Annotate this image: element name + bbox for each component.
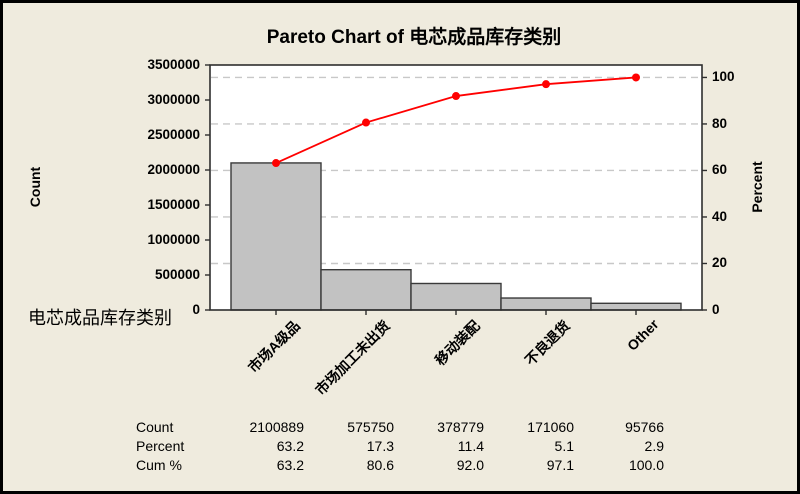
line-marker xyxy=(452,92,460,101)
table-cell: 2100889 xyxy=(249,419,304,435)
y-tick-label-left: 0 xyxy=(192,302,200,317)
table-cell: 95766 xyxy=(625,419,664,435)
y-axis-left-title: Count xyxy=(27,166,43,208)
table-row-label: Cum % xyxy=(136,457,182,473)
bar xyxy=(410,282,502,311)
bar xyxy=(500,297,592,311)
y-tick-label-right: 20 xyxy=(712,255,728,271)
y-tick-label-right: 40 xyxy=(712,208,728,224)
chart-title: Pareto Chart of 电芯成品库存类别 xyxy=(266,27,562,48)
y-tick-label-left: 3500000 xyxy=(147,57,200,72)
table-cell: 92.0 xyxy=(456,457,484,473)
y-tick-label-left: 3000000 xyxy=(147,92,200,107)
table-cell: 5.1 xyxy=(554,438,574,454)
line-marker xyxy=(272,159,280,168)
y-tick-label-left: 1500000 xyxy=(147,197,200,212)
table-cell: 97.1 xyxy=(546,457,574,473)
y-tick-label-right: 100 xyxy=(712,69,735,85)
bar xyxy=(320,268,412,311)
line-marker xyxy=(542,80,550,89)
x-axis-title: 电芯成品库存类别 xyxy=(28,308,172,328)
y-tick-label-left: 2000000 xyxy=(147,162,200,177)
table-row-label: Count xyxy=(136,419,174,435)
table-cell: 63.2 xyxy=(276,457,304,473)
line-marker xyxy=(362,118,370,127)
table-cell: 575750 xyxy=(347,419,394,435)
y-tick-label-left: 2500000 xyxy=(147,127,200,142)
y-tick-label-left: 500000 xyxy=(154,267,200,282)
y-tick-label-right: 60 xyxy=(712,162,728,178)
y-tick-label-left: 1000000 xyxy=(147,232,200,247)
table-cell: 80.6 xyxy=(366,457,394,473)
table-cell: 100.0 xyxy=(628,457,664,473)
table-cell: 17.3 xyxy=(366,438,394,454)
table-row-label: Percent xyxy=(136,438,185,454)
table-cell: 171060 xyxy=(527,419,574,435)
table-cell: 63.2 xyxy=(276,438,304,454)
table-cell: 378779 xyxy=(437,419,484,435)
table-cell: 2.9 xyxy=(644,438,664,454)
bar xyxy=(230,162,322,311)
y-tick-label-right: 80 xyxy=(712,115,728,131)
bar xyxy=(590,302,682,311)
line-marker xyxy=(632,73,640,82)
table-cell: 11.4 xyxy=(457,438,484,454)
y-tick-label-right: 0 xyxy=(712,302,720,317)
